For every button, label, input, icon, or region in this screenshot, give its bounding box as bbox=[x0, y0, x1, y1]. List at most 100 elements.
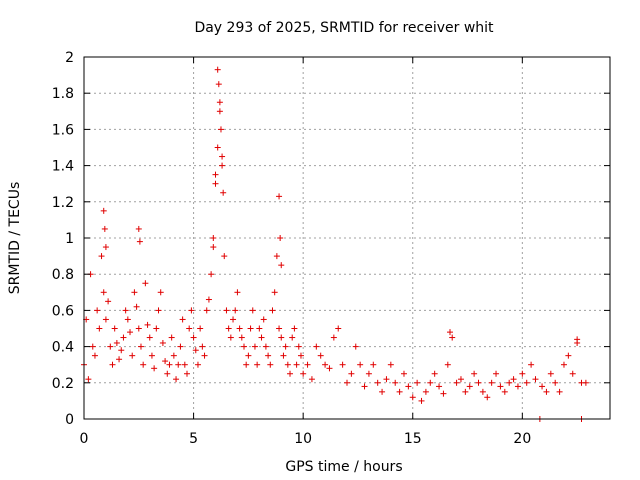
data-point bbox=[212, 180, 219, 187]
data-point bbox=[215, 81, 222, 88]
data-point bbox=[471, 370, 478, 377]
data-point bbox=[289, 334, 296, 341]
data-point bbox=[162, 358, 169, 365]
data-point bbox=[484, 394, 491, 401]
data-point bbox=[247, 325, 254, 332]
data-point bbox=[506, 379, 513, 386]
data-point bbox=[111, 325, 118, 332]
data-point bbox=[300, 370, 307, 377]
data-point bbox=[265, 352, 272, 359]
data-point bbox=[370, 361, 377, 368]
y-tick-label: 0.2 bbox=[52, 376, 74, 392]
data-point bbox=[276, 325, 283, 332]
data-point bbox=[313, 343, 320, 350]
data-point bbox=[199, 343, 206, 350]
data-point bbox=[113, 339, 120, 346]
data-point bbox=[98, 253, 105, 260]
data-point bbox=[116, 356, 123, 363]
data-point bbox=[475, 379, 482, 386]
data-point bbox=[330, 334, 337, 341]
data-point bbox=[262, 343, 269, 350]
data-point bbox=[383, 376, 390, 383]
data-point bbox=[216, 108, 223, 115]
data-point bbox=[574, 336, 581, 343]
data-point bbox=[462, 388, 469, 395]
data-point bbox=[326, 365, 333, 372]
data-point bbox=[547, 370, 554, 377]
data-point bbox=[220, 189, 227, 196]
data-point bbox=[96, 325, 103, 332]
data-point bbox=[258, 334, 265, 341]
data-point bbox=[144, 321, 151, 328]
y-tick-label: 0.4 bbox=[52, 340, 74, 356]
axis-ticks: 00.20.40.60.811.21.41.61.820 5 10 15 20 bbox=[52, 50, 610, 447]
data-point bbox=[374, 379, 381, 386]
data-point bbox=[146, 334, 153, 341]
data-point bbox=[267, 361, 274, 368]
data-point bbox=[422, 388, 429, 395]
data-point bbox=[184, 370, 191, 377]
data-point bbox=[131, 289, 138, 296]
data-point bbox=[210, 235, 217, 241]
data-point bbox=[243, 361, 250, 368]
y-tick-label: 1 bbox=[65, 231, 74, 247]
data-point bbox=[216, 99, 223, 106]
y-tick-label: 1.4 bbox=[52, 159, 74, 175]
data-point bbox=[168, 334, 175, 341]
data-point bbox=[236, 325, 243, 332]
data-point bbox=[436, 383, 443, 390]
data-point bbox=[501, 388, 508, 395]
data-point bbox=[100, 207, 107, 214]
y-tick-label: 2 bbox=[65, 50, 74, 66]
data-point bbox=[148, 352, 155, 359]
y-tick-label: 1.6 bbox=[52, 122, 74, 138]
data-point bbox=[409, 394, 416, 401]
data-point bbox=[217, 126, 224, 133]
data-point bbox=[335, 325, 342, 332]
data-point bbox=[523, 379, 530, 386]
data-point bbox=[387, 361, 394, 368]
y-tick-label: 0 bbox=[65, 412, 74, 428]
data-point bbox=[317, 352, 324, 359]
y-tick-label: 1.2 bbox=[52, 195, 74, 211]
data-point bbox=[188, 307, 195, 314]
data-point bbox=[271, 289, 278, 296]
data-point bbox=[177, 343, 184, 350]
data-point bbox=[493, 370, 500, 377]
data-point bbox=[308, 376, 315, 383]
data-point bbox=[287, 370, 294, 377]
data-point bbox=[127, 329, 134, 336]
data-point bbox=[214, 66, 221, 73]
data-point bbox=[214, 144, 221, 151]
data-point bbox=[357, 361, 364, 368]
data-point bbox=[210, 244, 217, 251]
data-point bbox=[101, 225, 108, 232]
data-point bbox=[352, 343, 359, 350]
data-point bbox=[225, 325, 232, 332]
data-point bbox=[497, 383, 504, 390]
data-point bbox=[251, 343, 258, 350]
data-point bbox=[151, 365, 158, 372]
data-point bbox=[142, 280, 149, 287]
data-point bbox=[91, 352, 98, 359]
data-point bbox=[379, 388, 386, 395]
data-point bbox=[427, 379, 434, 386]
data-point bbox=[190, 334, 197, 341]
x-tick-label: 0 bbox=[80, 431, 89, 447]
data-point bbox=[449, 334, 456, 341]
data-point bbox=[282, 343, 289, 350]
data-point bbox=[295, 343, 302, 350]
data-point bbox=[556, 388, 563, 395]
data-point bbox=[212, 171, 219, 178]
data-point bbox=[249, 307, 256, 314]
data-point bbox=[444, 361, 451, 368]
data-point bbox=[361, 383, 368, 390]
data-point bbox=[107, 343, 114, 350]
data-point bbox=[240, 343, 247, 350]
data-point bbox=[418, 397, 425, 404]
data-point bbox=[510, 376, 517, 383]
data-point bbox=[89, 343, 96, 350]
data-point bbox=[414, 379, 421, 386]
data-point bbox=[118, 347, 125, 354]
